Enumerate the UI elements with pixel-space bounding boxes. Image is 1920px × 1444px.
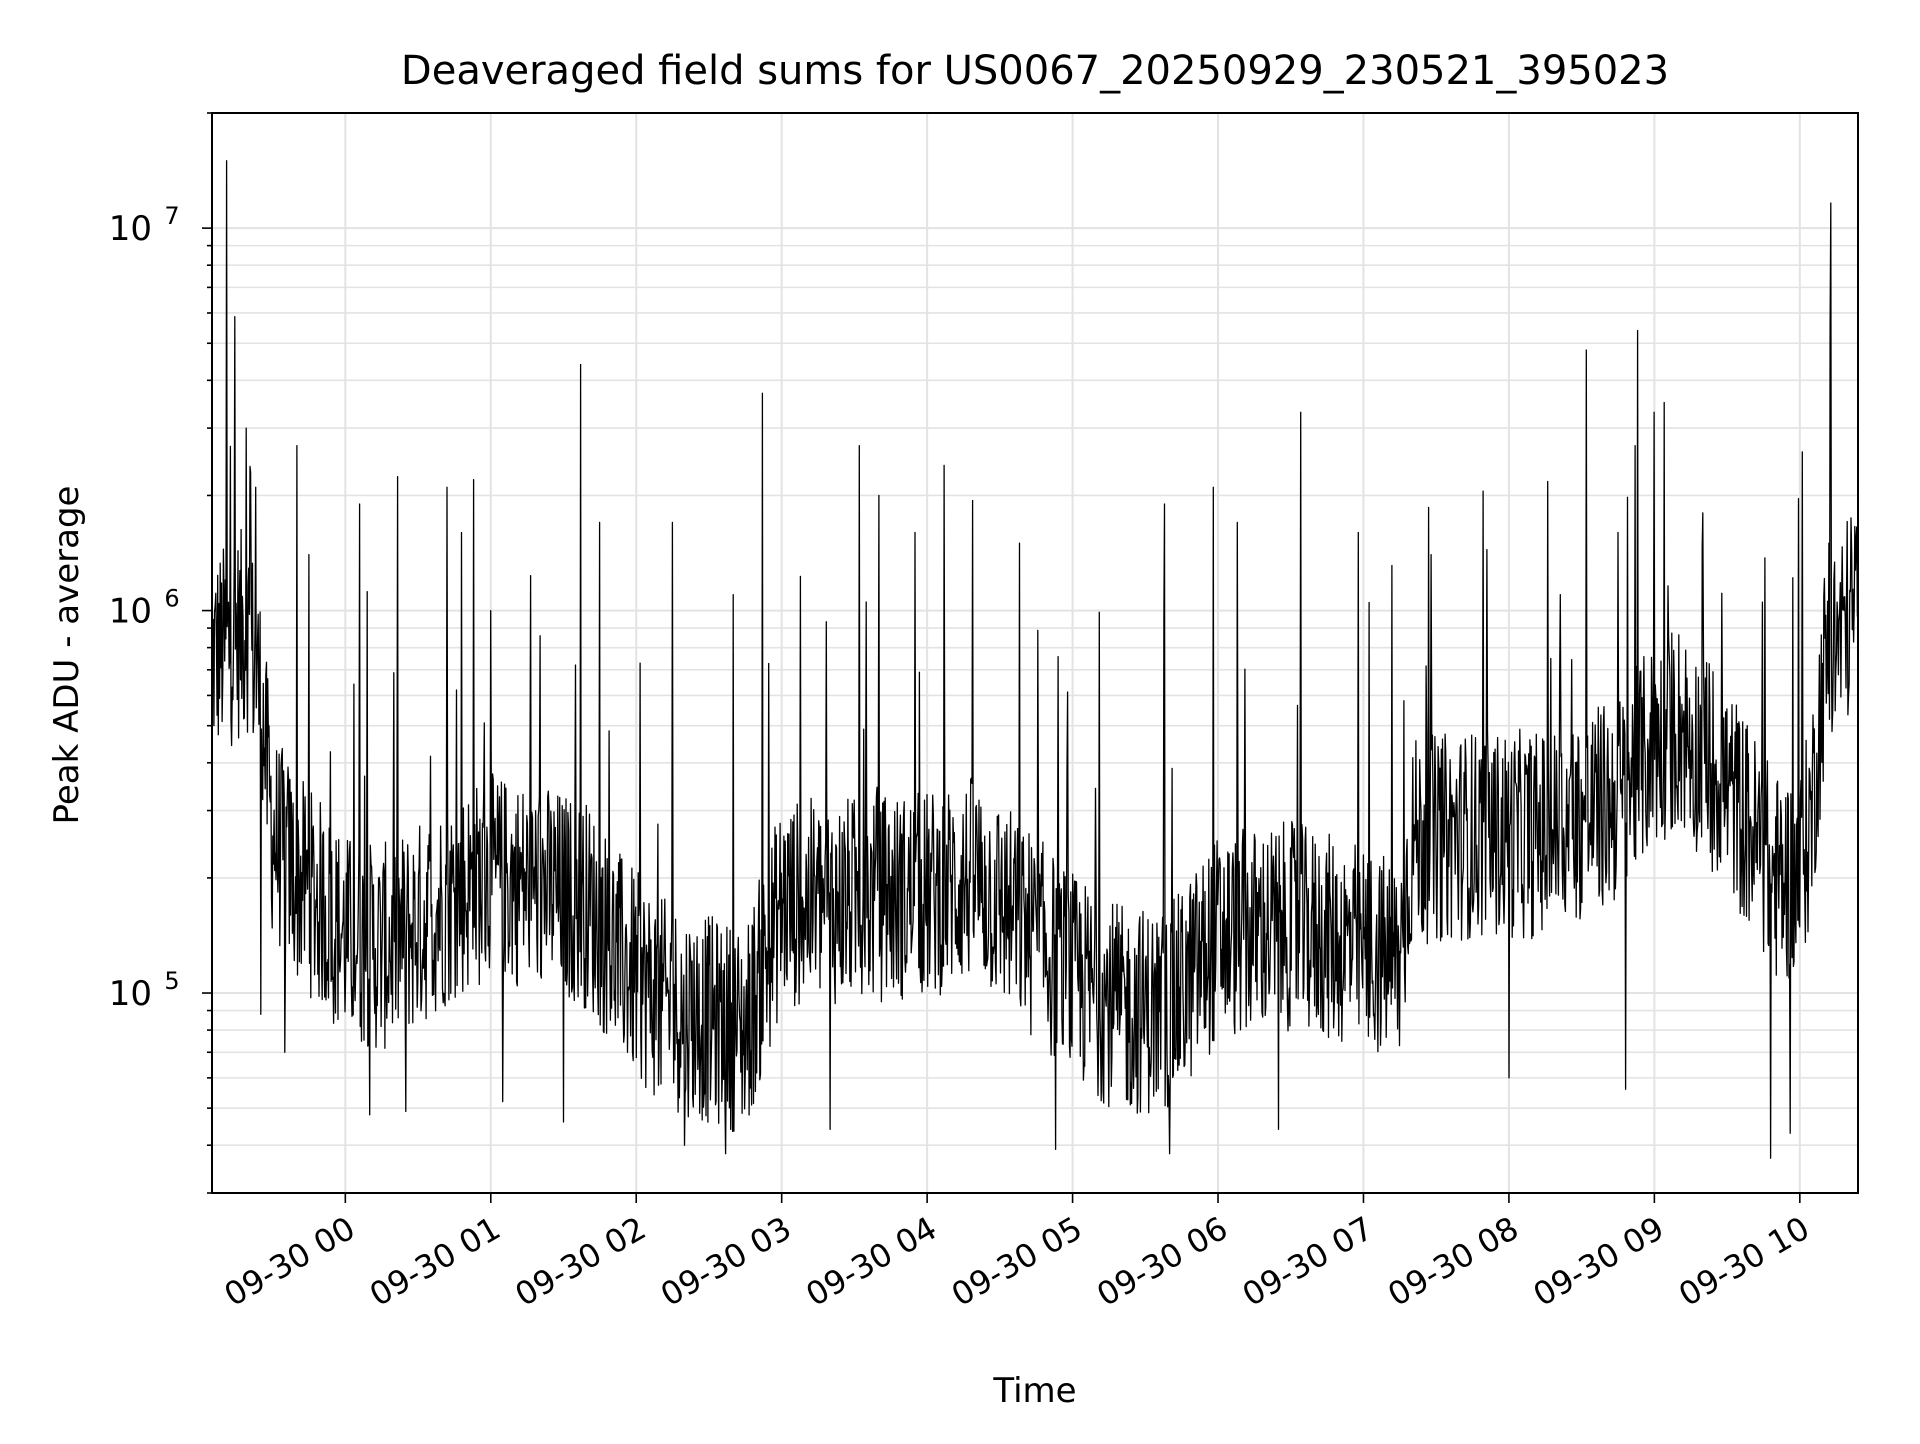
y-tick-label: 10 bbox=[109, 592, 152, 632]
x-tick-label: 09-30 00 bbox=[218, 1209, 362, 1314]
x-axis-label: Time bbox=[992, 1371, 1076, 1411]
x-tick-label: 09-30 04 bbox=[800, 1209, 944, 1314]
x-tick-label: 09-30 07 bbox=[1236, 1209, 1380, 1314]
y-axis-label: Peak ADU - average bbox=[47, 486, 87, 825]
plot-area bbox=[211, 160, 1859, 1159]
x-tick-label: 09-30 10 bbox=[1672, 1209, 1816, 1314]
x-tick-label: 09-30 08 bbox=[1381, 1209, 1525, 1314]
x-tick-label: 09-30 09 bbox=[1527, 1209, 1671, 1314]
y-tick-exponent: 7 bbox=[164, 202, 179, 230]
x-tick-label: 09-30 05 bbox=[945, 1209, 1089, 1314]
y-tick-exponent: 5 bbox=[164, 967, 179, 995]
chart-title: Deaveraged field sums for US0067_2025092… bbox=[401, 48, 1669, 94]
x-tick-label: 09-30 01 bbox=[363, 1209, 507, 1314]
x-tick-label: 09-30 06 bbox=[1090, 1209, 1234, 1314]
x-axis: 09-30 00 09-30 01 09-30 02 09-30 03 09-30 04… bbox=[218, 1193, 1816, 1314]
x-tick-label: 09-30 03 bbox=[654, 1209, 798, 1314]
series-line bbox=[211, 160, 1859, 1159]
x-tick-label: 09-30 02 bbox=[509, 1209, 653, 1314]
grid bbox=[212, 112, 1858, 1194]
y-tick-exponent: 6 bbox=[164, 585, 179, 613]
axes-frame bbox=[211, 112, 1859, 1194]
y-tick-label: 10 bbox=[109, 209, 152, 249]
y-axis: 10 5 10 6 10 7 bbox=[109, 112, 212, 1194]
y-tick-label: 10 bbox=[109, 974, 152, 1014]
